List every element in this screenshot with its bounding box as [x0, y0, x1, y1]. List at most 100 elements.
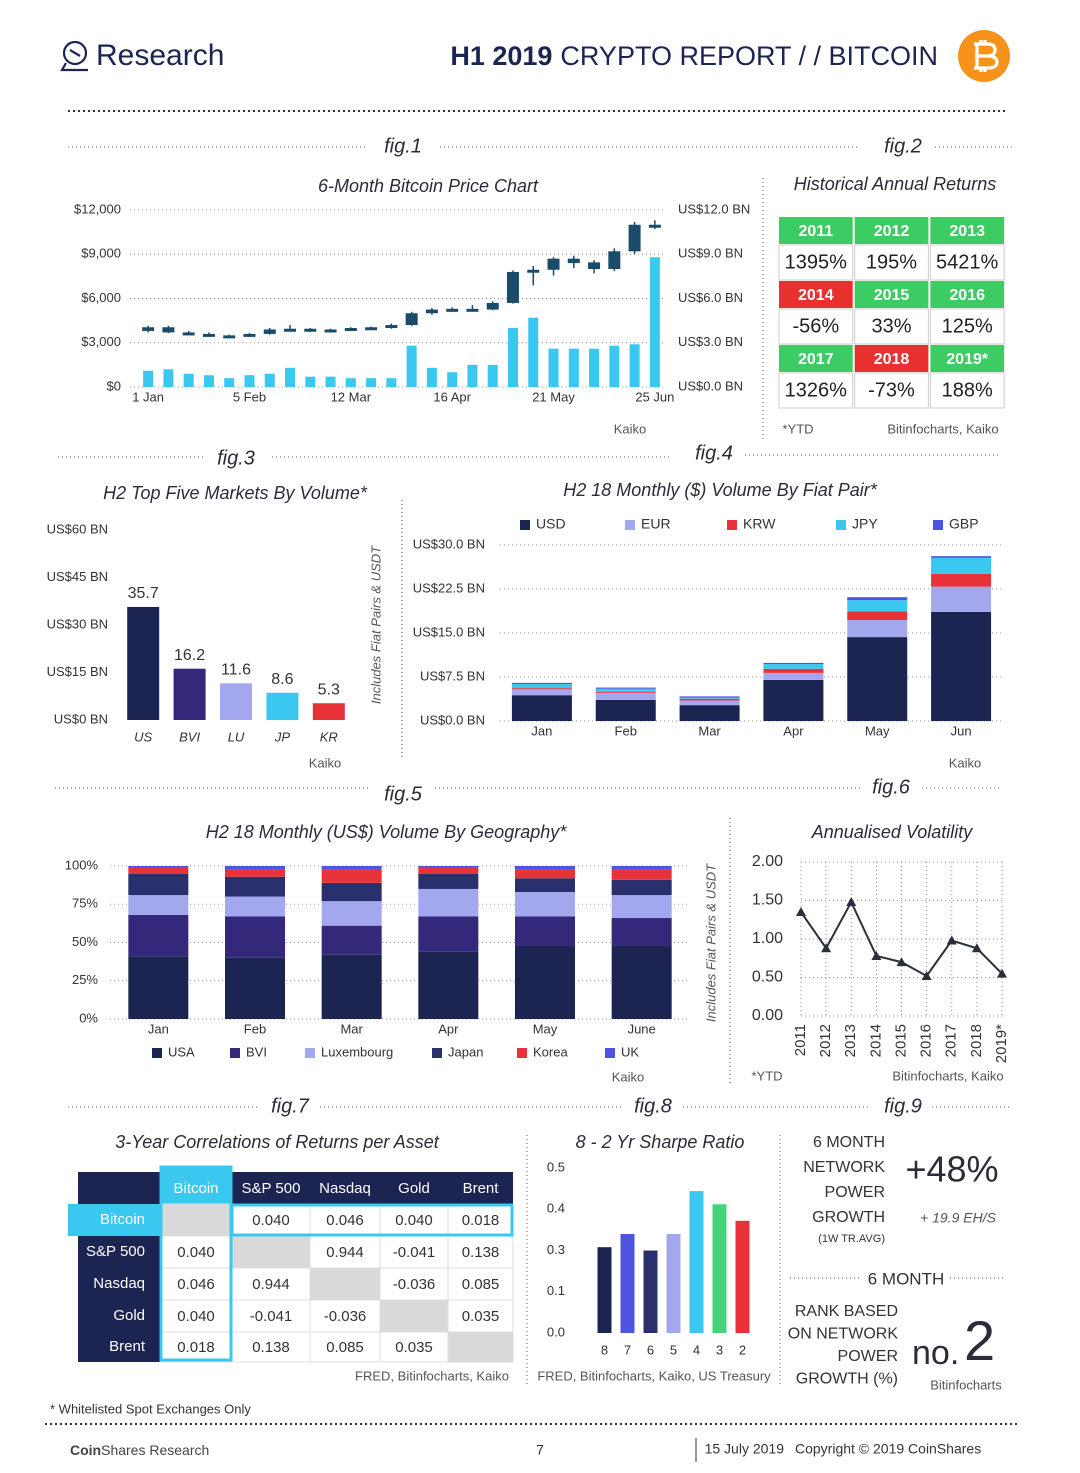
report-title: CRYPTO REPORT / / BITCOIN — [560, 41, 938, 71]
legend-label: KRW — [743, 516, 776, 532]
correlation: 0.085 — [462, 1276, 500, 1293]
bar-segment — [763, 664, 824, 669]
year: 2016 — [949, 287, 985, 304]
bar — [666, 1234, 681, 1333]
bar-segment — [595, 692, 656, 700]
volume-bar — [507, 328, 518, 387]
return-value: -73% — [868, 379, 915, 401]
x-tick-label: 1 Jan — [132, 389, 164, 404]
x-tick-label: Jan — [531, 723, 552, 738]
return-value: -56% — [792, 315, 839, 337]
empty-cell — [231, 1235, 311, 1269]
footer-brand-bold: Coin — [70, 1442, 101, 1458]
chart-title: 6-Month Bitcoin Price Chart — [318, 176, 539, 196]
x-tick-label: JP — [274, 729, 291, 744]
research-logo — [60, 40, 88, 72]
return-value: 5421% — [936, 251, 998, 273]
bar-segment — [763, 679, 824, 721]
cell — [447, 1267, 514, 1301]
legend-swatch — [836, 520, 846, 530]
cell — [159, 1235, 233, 1269]
candle-body — [304, 328, 317, 332]
source: FRED, Bitinfocharts, Kaiko, US Treasury — [537, 1368, 771, 1383]
empty-cell — [309, 1267, 381, 1301]
fig-label: fig.5 — [384, 783, 423, 805]
candle-body — [466, 308, 479, 312]
chart-title: H2 Top Five Markets By Volume* — [103, 483, 368, 503]
candle-body — [486, 302, 499, 310]
data-label: 5.3 — [318, 681, 340, 698]
rank-value: 2 — [964, 1309, 995, 1372]
bar-segment — [847, 637, 908, 721]
row-header: Bitcoin — [100, 1211, 145, 1228]
bar-segment — [679, 700, 740, 706]
bar-segment — [321, 954, 382, 1019]
x-tick-label: 6 — [647, 1342, 654, 1357]
volume-bar — [143, 370, 154, 387]
candle-body — [324, 329, 337, 333]
correlation: 0.085 — [326, 1339, 364, 1356]
bitcoin-col-head — [160, 1166, 232, 1204]
correlation: 0.040 — [177, 1308, 215, 1325]
x-tick-label: 2014 — [867, 1024, 884, 1057]
year-cell — [930, 217, 1005, 244]
x-tick-label: 2015 — [892, 1024, 909, 1057]
bar-segment — [225, 869, 285, 877]
footer-brand-rest: Shares Research — [101, 1442, 209, 1458]
x-tick-label: 5 — [670, 1342, 677, 1357]
x-tick-label: 2011 — [792, 1024, 809, 1056]
candle-body — [223, 335, 236, 339]
volume-bar — [183, 373, 194, 387]
fig-label: fig.6 — [872, 776, 911, 798]
legend-swatch — [605, 1048, 615, 1058]
source: Bitinfocharts, Kaiko — [892, 1068, 1003, 1083]
correlation: -0.041 — [393, 1244, 436, 1261]
bar-segment — [128, 873, 189, 896]
rank-label: RANK BASED — [795, 1303, 898, 1320]
y-tick-label: 75% — [72, 896, 98, 911]
bar-segment — [321, 901, 382, 926]
candle-body — [567, 258, 580, 264]
x-tick-label: 7 — [624, 1342, 631, 1357]
bar-segment — [611, 869, 672, 880]
cell — [309, 1331, 381, 1363]
bar-segment — [511, 689, 572, 696]
legend-swatch — [727, 520, 737, 530]
return-value: 188% — [942, 379, 993, 401]
y-tick-label: 100% — [65, 857, 99, 872]
y-tick-label: US$6.0 BN — [678, 290, 743, 305]
bar-segment — [847, 597, 908, 601]
source: Bitinfocharts — [930, 1377, 1002, 1392]
bar-segment — [595, 691, 656, 693]
x-tick-label: 3 — [716, 1342, 723, 1357]
correlation: 0.040 — [395, 1212, 433, 1229]
year: 2017 — [798, 351, 834, 368]
legend-label: USA — [168, 1044, 195, 1059]
volume-bar — [528, 317, 539, 387]
volume-bar — [568, 348, 579, 387]
y-tick-label: 25% — [72, 972, 98, 987]
x-tick-label: 25 Jun — [635, 389, 674, 404]
candle-body — [162, 327, 175, 333]
legend-label: JPY — [852, 516, 878, 532]
year: 2013 — [949, 223, 985, 240]
bar-segment — [931, 611, 992, 721]
volume-bar — [366, 378, 377, 387]
candle-body — [344, 328, 357, 331]
fig-label: fig.4 — [695, 442, 733, 464]
return-value: 125% — [942, 315, 993, 337]
data-label: 8.6 — [271, 671, 293, 688]
y-tick-label: $3,000 — [81, 334, 121, 349]
marker — [821, 943, 832, 953]
bar-segment — [515, 878, 575, 893]
x-tick-label: Apr — [783, 723, 804, 738]
bar — [266, 692, 299, 720]
x-tick-label: 2019* — [993, 1024, 1010, 1063]
legend-swatch — [305, 1048, 315, 1058]
value-cell — [778, 308, 854, 345]
rank-label: GROWTH (%) — [796, 1371, 898, 1388]
bar-segment — [611, 895, 672, 919]
correlation: 0.944 — [252, 1276, 290, 1293]
bar-segment — [515, 869, 575, 879]
